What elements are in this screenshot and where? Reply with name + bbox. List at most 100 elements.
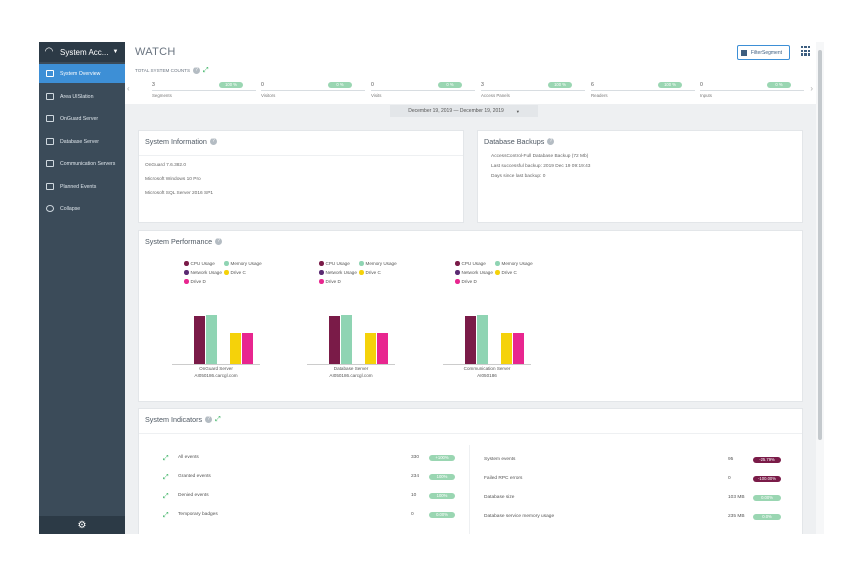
x-axis-line xyxy=(172,364,260,365)
indicator-pct-badge: +100% xyxy=(429,455,455,461)
legend-label: Drive C xyxy=(501,270,517,275)
help-icon[interactable]: ? xyxy=(547,138,555,145)
legend-label: Network Usage xyxy=(461,270,493,275)
panel-title: System Information ? xyxy=(145,137,217,146)
bar-cpu-usage xyxy=(465,316,476,364)
legend-item: Network Usage xyxy=(319,270,357,275)
filter-segment-button[interactable]: FilterSegment xyxy=(736,45,790,60)
info-line: Microsoft SQL Server 2016 SP1 xyxy=(145,191,214,196)
legend-item: Network Usage xyxy=(455,270,493,275)
panel-title-text: System Information xyxy=(145,137,207,146)
bar-drive-c xyxy=(501,332,512,364)
expand-icon[interactable]: ⤢ xyxy=(163,455,169,462)
bar-drive-c xyxy=(230,332,241,364)
app-switcher[interactable]: ◠ System Acc... ▼ xyxy=(39,42,125,62)
legend-item: Drive D xyxy=(455,279,477,284)
indicator-label: Denied events xyxy=(178,493,209,498)
help-icon[interactable]: ? xyxy=(205,416,213,423)
lenel-logo-icon: ◠ xyxy=(44,46,54,57)
sidebar-item-planned-events[interactable]: Planned Events xyxy=(39,177,125,196)
date-range-text: December 19, 2019 — December 19, 2019 xyxy=(408,108,504,114)
legend-item: Memory Usage xyxy=(224,261,262,266)
legend-item: Drive C xyxy=(359,270,381,275)
sidebar-item-label: Area UISlation xyxy=(60,93,94,100)
sidebar-item-label: Communication Servers xyxy=(60,160,116,167)
indicator-row[interactable]: Failed RPC errors 0 -100.00% xyxy=(484,475,784,485)
chevron-right-icon[interactable]: › xyxy=(810,84,813,93)
sidebar-item-area-uislation[interactable]: Area UISlation xyxy=(39,87,125,106)
settings-button[interactable]: ⚙ xyxy=(39,516,125,534)
sidebar-item-database-server[interactable]: Database Server xyxy=(39,132,125,151)
indicator-row[interactable]: Database size 103 MB 0.00% xyxy=(484,494,784,504)
sidebar-item-collapse[interactable]: Collapse xyxy=(39,199,125,218)
legend-item: Drive C xyxy=(224,270,246,275)
sidebar-item-system-overview[interactable]: System Overview xyxy=(39,64,125,83)
indicator-row[interactable]: ⤢ Temporary badges 0 0.00% xyxy=(163,511,463,521)
legend-label: Network Usage xyxy=(190,270,222,275)
count-divider xyxy=(700,90,804,91)
count-label: Inputs xyxy=(700,93,712,98)
indicator-row[interactable]: ⤢ Denied events 10 100% xyxy=(163,492,463,502)
help-icon[interactable]: ? xyxy=(215,238,223,245)
panel-title: Database Backups ? xyxy=(484,137,555,146)
chart-host-label: AI050186.carcgl.com xyxy=(194,373,238,378)
chevron-down-icon: ▼ xyxy=(112,49,119,55)
chart-server-label: Communication Server xyxy=(463,366,511,371)
count-divider xyxy=(481,90,585,91)
chat-icon xyxy=(46,160,54,167)
date-range-picker[interactable]: December 19, 2019 — December 19, 2019 ▼ xyxy=(390,105,538,117)
indicator-value: 0 xyxy=(728,476,731,481)
x-axis-line xyxy=(307,364,395,365)
expand-icon[interactable]: ⤢ xyxy=(163,512,169,519)
legend-label: CPU Usage xyxy=(325,261,350,266)
count-value: 0 xyxy=(700,82,703,88)
indicator-row[interactable]: ⤢ All events 330 +100% xyxy=(163,454,463,464)
help-icon[interactable]: ? xyxy=(209,138,217,145)
indicator-label: Database size xyxy=(484,495,515,500)
legend-swatch xyxy=(319,279,324,284)
chevron-left-icon[interactable]: ‹ xyxy=(127,84,130,93)
sidebar-item-label: Collapse xyxy=(60,205,81,212)
chart-host-label: AI050186.carcgl.com xyxy=(329,373,373,378)
help-icon[interactable]: ? xyxy=(193,67,201,74)
legend-label: Memory Usage xyxy=(230,261,262,266)
expand-icon[interactable]: ⤢ xyxy=(163,474,169,481)
bar-drive-d xyxy=(377,332,388,364)
scrollbar-thumb[interactable] xyxy=(818,50,822,440)
x-axis-line xyxy=(443,364,531,365)
legend-swatch xyxy=(319,261,324,266)
bar-drive-d xyxy=(513,332,524,364)
count-pct-badge: 0 % xyxy=(438,82,462,88)
legend-item: Drive C xyxy=(495,270,517,275)
count-value: 6 xyxy=(591,82,594,88)
expand-icon[interactable]: ⤢ xyxy=(215,416,221,423)
vertical-scrollbar[interactable] xyxy=(816,42,824,534)
legend-swatch xyxy=(455,261,460,266)
legend-item: Drive D xyxy=(319,279,341,284)
chart-host-label: AI050186 xyxy=(477,373,497,378)
info-line: OnGuard 7.6.382.0 xyxy=(145,163,187,168)
collapse-icon xyxy=(46,205,54,212)
expand-icon[interactable]: ⤢ xyxy=(163,493,169,500)
column-divider xyxy=(469,445,470,534)
indicator-value: 330 xyxy=(411,455,420,460)
filter-icon xyxy=(740,49,747,56)
legend-label: Drive C xyxy=(365,270,381,275)
count-divider xyxy=(152,90,256,91)
legend-label: Memory Usage xyxy=(365,261,397,266)
sidebar-item-communication-servers[interactable]: Communication Servers xyxy=(39,154,125,173)
sidebar-item-onguard-server[interactable]: OnGuard Server xyxy=(39,109,125,128)
info-line: Microsoft Windows 10 Pro xyxy=(145,177,201,182)
count-label: Segments xyxy=(152,93,172,98)
indicator-row[interactable]: ⤢ Granted events 234 100% xyxy=(163,473,463,483)
count-card: 0 0 % Visits xyxy=(371,82,475,100)
system-performance-panel: System Performance ? CPU Usage Memory Usa… xyxy=(138,230,803,402)
gear-icon: ⚙ xyxy=(77,519,87,531)
apps-grid-icon[interactable] xyxy=(801,46,811,56)
expand-icon[interactable]: ⤢ xyxy=(203,67,209,74)
indicator-row[interactable]: Database service memory usage 235 MB 0.0% xyxy=(484,513,784,523)
info-line: Days since last backup: 0 xyxy=(491,174,546,179)
indicator-row[interactable]: System events 95 -25.79% xyxy=(484,456,784,466)
server-icon xyxy=(46,115,54,122)
legend-item: CPU Usage xyxy=(184,261,215,266)
